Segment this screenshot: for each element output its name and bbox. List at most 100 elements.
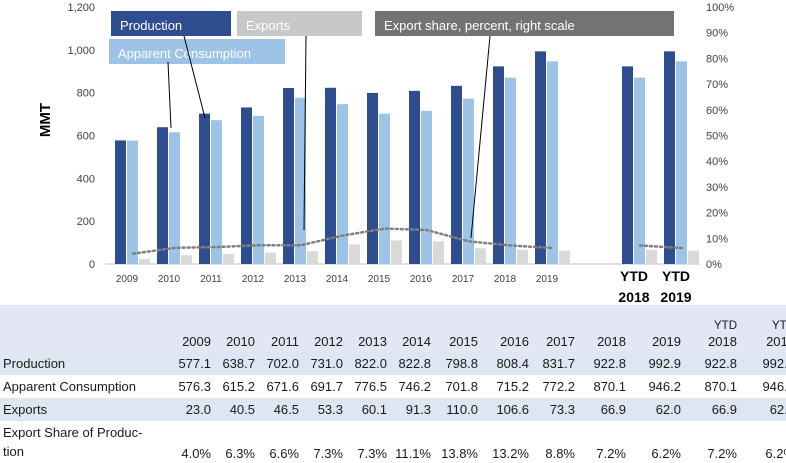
y2-tick-label: 40% [706,156,728,168]
y2-tick-label: 0% [706,259,722,271]
table-cell: 91.3 [405,402,431,417]
bar-exports [559,250,570,264]
table-cell: 946.2 [648,379,681,394]
legend-export-share-box [375,11,674,36]
y2-tick-label: 10% [706,233,728,245]
callout-line-production [183,35,206,119]
legend-production-box [111,11,231,36]
callout-line-apparent [167,61,172,129]
x-tick-label: 2013 [284,274,307,285]
table-cell: 992.9 [762,356,786,371]
y2-tick-label: 20% [706,208,728,220]
bar-production [283,87,294,264]
table-cell: 106.6 [496,402,529,417]
bar-production [241,107,252,264]
bar-production [199,113,210,264]
table-cell: 66.9 [600,402,626,417]
bar-production [493,66,504,264]
table-cell: 746.2 [398,379,431,394]
bar-apparent-consumption [634,77,645,264]
table-cell: 11.1% [395,446,431,461]
table-cell: 946.2 [762,379,786,394]
y2-tick-label: 30% [706,182,728,194]
table-cell: 798.8 [445,356,478,371]
table-cell: 870.1 [593,379,626,394]
table-cell: 4.0% [181,446,211,461]
bar-exports [139,259,150,264]
bar-apparent-consumption [547,61,558,264]
bar-exports [517,249,528,264]
table-cell: 6.2% [765,446,786,461]
table-cell: 7.3% [357,446,387,461]
bar-apparent-consumption [421,110,432,264]
export-share-line-ytd [638,244,684,250]
x-tick-label: 2018 [494,274,517,285]
table-cell: 702.0 [266,356,299,371]
table-header-cell: 2014 [390,305,434,352]
bar-apparent-consumption [169,132,180,264]
table-cell: 772.2 [542,379,575,394]
bar-exports [646,249,657,264]
table-cell: 831.7 [542,356,575,371]
bar-apparent-consumption [337,104,348,264]
table-cell: 776.5 [354,379,387,394]
chart-area: 0 200 400 600 800 1,000 1,200 0% 10% 20% 30% 40% 50%… [37,2,735,305]
row-label: Export Share of Produc-tion [3,425,143,459]
table-cell: 922.8 [593,356,626,371]
y2-tick-label: 90% [706,28,728,40]
y-axis-title: MMT [37,103,54,137]
y2-tick-label: 50% [706,131,728,143]
table-cell: 62.0 [655,402,681,417]
table-cell: 808.4 [496,356,529,371]
table-cell: 23.0 [185,402,211,417]
bar-exports [307,251,318,264]
y2-tick-label: 80% [706,53,728,65]
table-cell: 671.6 [266,379,299,394]
table-header-row: 2009 2010 2011 2012 2013 2014 2015 2016 … [0,305,786,352]
table-header-cell: 2015 [434,305,481,352]
table-header-cell: 2019 [629,305,684,352]
bar-production [325,87,336,265]
bar-production [115,140,126,264]
bar-exports [433,241,444,264]
table-cell: 8.8% [545,446,575,461]
x-tick-label: YTD [662,268,690,284]
table-header-cell: 2016 [481,305,532,352]
bar-production [535,51,546,265]
bar-apparent-consumption [127,140,138,264]
table-cell: 731.0 [310,356,343,371]
legend-apparent-consumption-box [109,39,285,64]
table-cell: 53.3 [317,402,343,417]
bar-apparent-consumption [295,97,306,264]
table-cell: 577.1 [178,356,211,371]
bar-production [157,127,168,264]
legend-production-label: Production [120,18,182,33]
table-cell: 870.1 [704,379,737,394]
table-cell: 13.8% [441,446,478,461]
x-tick-label: 2009 [116,274,139,285]
table-cell: 701.8 [445,379,478,394]
bar-exports [391,240,402,264]
table-row-apparent-consumption: Apparent Consumption 576.3 615.2 671.6 6… [0,375,786,398]
table-cell: 7.2% [707,446,737,461]
bar-apparent-consumption [505,77,516,264]
x-tick-label: 2011 [200,274,222,285]
y2-tick-label: 60% [706,105,728,117]
x-tick-label: 2010 [158,274,181,285]
callout-line-exports [303,35,307,231]
table-cell: 60.1 [361,402,387,417]
bar-apparent-consumption [211,120,222,264]
table-cell: 6.2% [651,446,681,461]
bar-production [622,66,633,264]
table-header-cell: 2017 [532,305,578,352]
table-cell: 822.0 [354,356,387,371]
x-tick-label: 2019 [660,289,691,305]
row-label: Apparent Consumption [3,379,136,394]
table-cell: 7.3% [313,446,343,461]
x-tick-label: 2015 [368,274,391,285]
x-tick-label: 2017 [452,274,475,285]
table-cell: 638.7 [222,356,255,371]
bar-production [451,85,462,264]
table-cell: 6.3% [225,446,255,461]
